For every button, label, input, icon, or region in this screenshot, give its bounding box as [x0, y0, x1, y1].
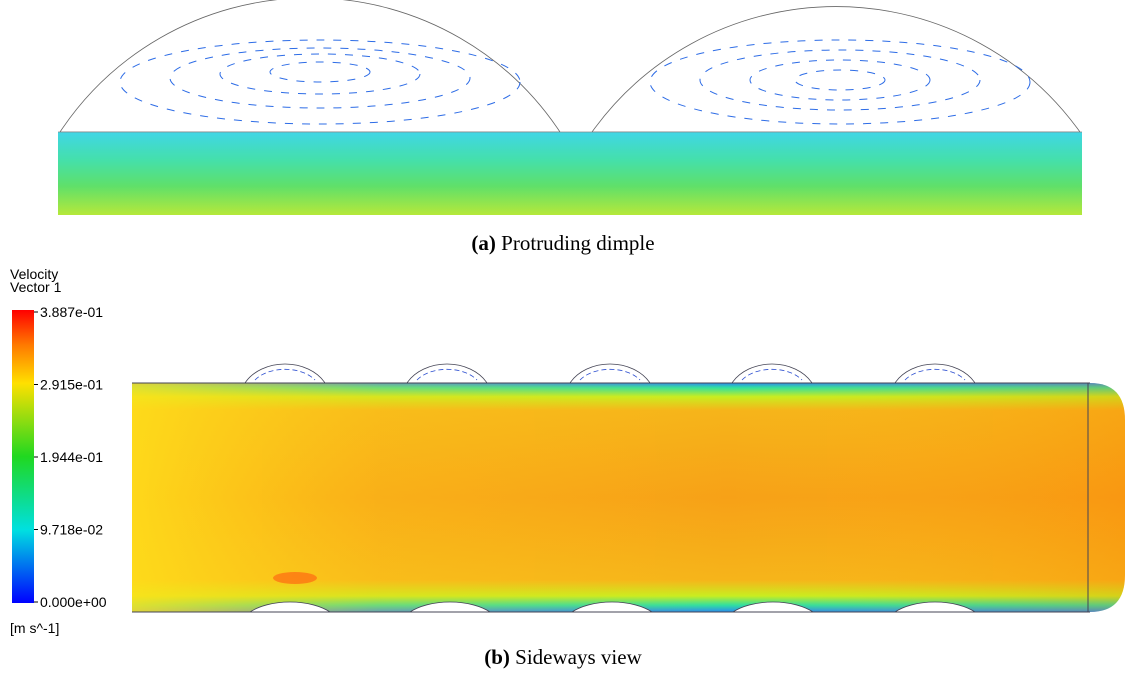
caption-label: (b)	[484, 645, 510, 669]
caption-a: (a) Protruding dimple	[471, 231, 654, 255]
caption-text: Sideways view	[515, 645, 642, 669]
colorbar-label: 2.915e-01	[40, 377, 103, 393]
hot-spot	[273, 572, 317, 584]
panel-b: (b) Sideways view	[132, 364, 1125, 669]
colorbar	[12, 310, 34, 603]
caption-label: (a)	[471, 231, 496, 255]
flow-region	[58, 132, 1082, 215]
top-dimples	[245, 364, 975, 383]
caption-text: Protruding dimple	[501, 231, 654, 255]
legend-subtitle: Vector 1	[10, 279, 62, 295]
caption-b: (b) Sideways view	[484, 645, 642, 669]
legend-unit: [m s^-1]	[10, 620, 59, 636]
vortex-vectors	[120, 40, 1030, 124]
legend: Velocity Vector 1 [m s^-1] 3.887e-012.91…	[10, 266, 107, 636]
colorbar-label: 3.887e-01	[40, 304, 103, 320]
colorbar-label: 9.718e-02	[40, 522, 103, 538]
panel-a: (a) Protruding dimple	[58, 0, 1082, 255]
colorbar-label: 0.000e+00	[40, 594, 107, 610]
figure: (a) Protruding dimple Velocity Vector 1 …	[0, 0, 1125, 677]
dome-outline	[592, 7, 1080, 132]
colorbar-label: 1.944e-01	[40, 449, 103, 465]
